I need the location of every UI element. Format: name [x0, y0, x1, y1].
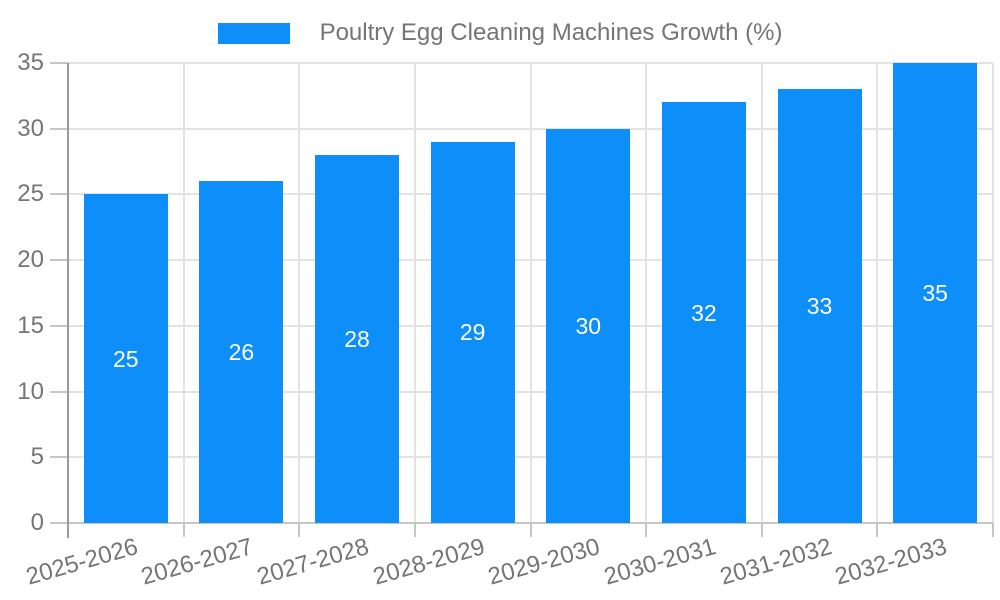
y-tick	[50, 127, 68, 130]
bar-value-label: 32	[691, 299, 717, 326]
bar-value-label: 28	[344, 326, 370, 352]
y-tick	[50, 62, 68, 64]
gridline-v	[529, 63, 532, 523]
y-tick-label: 10	[17, 377, 44, 405]
y-tick	[50, 193, 68, 196]
legend-label: Poultry Egg Cleaning Machines Growth (%)	[319, 19, 783, 46]
y-tick	[50, 456, 68, 459]
gridline-v	[298, 63, 301, 523]
y-axis-line	[67, 63, 69, 538]
gridline-v	[182, 63, 185, 523]
x-tick	[182, 523, 185, 537]
gridline-v	[760, 63, 763, 523]
gridline-v	[876, 63, 879, 523]
bar[interactable]	[777, 89, 862, 523]
x-tick	[413, 523, 416, 537]
bar[interactable]	[315, 155, 400, 523]
bar-value-label: 30	[575, 312, 602, 339]
bar[interactable]	[661, 102, 746, 523]
gridline-v	[645, 63, 648, 523]
bar-value-label: 29	[459, 319, 486, 346]
y-tick-label: 5	[30, 443, 44, 471]
y-tick	[50, 259, 68, 262]
y-tick	[50, 324, 68, 327]
chart-legend: Poultry Egg Cleaning Machines Growth (%)	[0, 19, 1000, 46]
y-tick-label: 30	[17, 114, 44, 142]
y-tick-label: 20	[17, 246, 44, 274]
x-axis-line	[68, 522, 993, 524]
bar[interactable]	[430, 141, 515, 523]
y-tick-label: 15	[17, 311, 44, 339]
x-tick	[529, 523, 532, 537]
x-tick	[645, 523, 648, 537]
bar-value-label: 33	[806, 293, 833, 320]
y-tick-label: 0	[30, 509, 44, 536]
x-tick	[992, 523, 994, 537]
bar-value-label: 35	[922, 280, 948, 306]
bar[interactable]	[546, 128, 631, 523]
bar[interactable]	[893, 63, 978, 523]
bar-value-label: 25	[113, 345, 139, 372]
bar[interactable]	[83, 194, 168, 523]
gridline-v	[992, 63, 994, 523]
y-tick	[50, 390, 68, 393]
x-tick	[298, 523, 301, 537]
legend-swatch	[217, 22, 290, 44]
x-tick	[760, 523, 763, 537]
gridline-v	[413, 63, 416, 523]
y-tick-label: 25	[17, 180, 44, 208]
y-tick-label: 35	[17, 49, 44, 76]
bar[interactable]	[199, 181, 284, 523]
x-tick	[876, 523, 879, 537]
bar-value-label: 26	[228, 339, 255, 366]
legend-item[interactable]: Poultry Egg Cleaning Machines Growth (%)	[217, 19, 783, 46]
y-tick	[50, 522, 68, 524]
